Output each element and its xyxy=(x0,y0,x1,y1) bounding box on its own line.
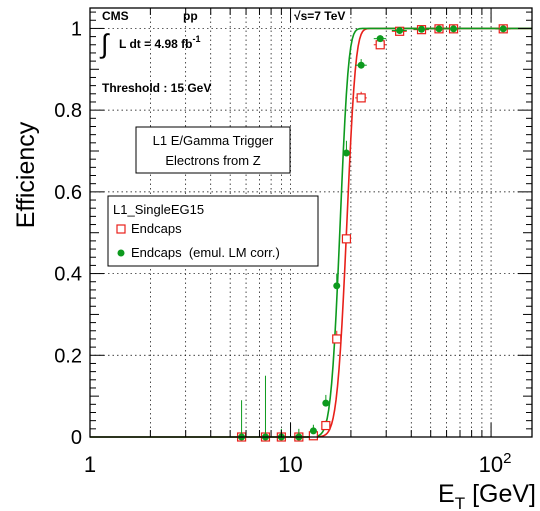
data-point-1 xyxy=(373,35,387,43)
marker-square xyxy=(321,420,331,431)
y-tick-label: 0.6 xyxy=(54,182,82,204)
data-point-1 xyxy=(391,26,407,34)
y-axis-label: Efficiency xyxy=(12,121,40,228)
collision-label: pp xyxy=(183,9,198,23)
marker-circle xyxy=(309,427,317,435)
data-point-0 xyxy=(332,330,342,344)
annotations: CMS pp √s=7 TeV ∫ L dt = 4.98 fb-1 Thres… xyxy=(99,9,345,174)
data-point-1 xyxy=(446,25,461,33)
legend-box xyxy=(107,195,319,267)
marker-square xyxy=(356,93,366,103)
data-point-1 xyxy=(309,424,317,435)
y-tick-label: 0.2 xyxy=(54,345,82,367)
data-point-1 xyxy=(322,394,330,407)
marker-square xyxy=(341,234,352,244)
data-point-1 xyxy=(430,25,447,33)
legend-marker-emulated xyxy=(117,249,125,257)
legend-label-endcaps: Endcaps xyxy=(131,221,182,236)
data-point-1 xyxy=(413,25,429,33)
legend-title: L1_SingleEG15 xyxy=(113,202,204,217)
y-tick-label: 0.8 xyxy=(54,100,82,122)
trigger-info-line2: Electrons from Z xyxy=(165,153,260,168)
data-point-0 xyxy=(355,91,367,103)
tick-labels: 1 10 102 0 0.2 0.4 0.6 0.8 1 xyxy=(54,18,511,477)
y-tick-label: 1 xyxy=(71,18,82,40)
x-tick-label: 102 xyxy=(479,450,512,477)
marker-circle xyxy=(376,35,384,43)
x-axis-label: ET [GeV] xyxy=(438,480,536,511)
marker-circle xyxy=(499,25,507,33)
integral-sign: ∫ xyxy=(99,29,110,59)
energy-label: √s=7 TeV xyxy=(294,9,345,23)
grid xyxy=(90,8,532,437)
marker-circle xyxy=(396,26,404,34)
legend-label-emulated: Endcaps (emul. LM corr.) xyxy=(131,245,280,260)
marker-circle xyxy=(435,25,443,33)
marker-circle xyxy=(342,149,350,157)
y-tick-label: 0.4 xyxy=(54,264,82,286)
data-point-0 xyxy=(341,230,352,244)
x-tick-label: 1 xyxy=(84,452,96,477)
x-tick-label: 10 xyxy=(278,452,302,477)
marker-circle xyxy=(357,61,365,69)
data-point-1 xyxy=(355,59,367,69)
plot-frame xyxy=(89,7,533,438)
y-tick-label: 0 xyxy=(71,427,82,449)
data-point-1 xyxy=(342,140,350,157)
legend-marker-endcaps xyxy=(116,224,126,234)
luminosity-label: L dt = 4.98 fb-1 xyxy=(119,34,200,51)
marker-circle xyxy=(418,25,426,33)
marker-square xyxy=(332,334,342,344)
data-point-0 xyxy=(321,420,331,431)
data-point-1 xyxy=(333,273,341,290)
marker-circle xyxy=(322,399,330,407)
threshold-label: Threshold : 15 GeV xyxy=(102,81,211,95)
axis-ticks xyxy=(89,8,532,438)
trigger-info-box xyxy=(135,126,291,174)
data-point-1 xyxy=(495,25,511,33)
data-point-1 xyxy=(261,375,269,441)
marker-circle xyxy=(450,25,458,33)
legend: L1_SingleEG15 Endcaps Endcaps (emul. LM … xyxy=(107,195,319,267)
trigger-info-line1: L1 E/Gamma Trigger xyxy=(153,133,274,148)
marker-circle xyxy=(333,282,341,290)
experiment-label: CMS xyxy=(102,9,129,23)
